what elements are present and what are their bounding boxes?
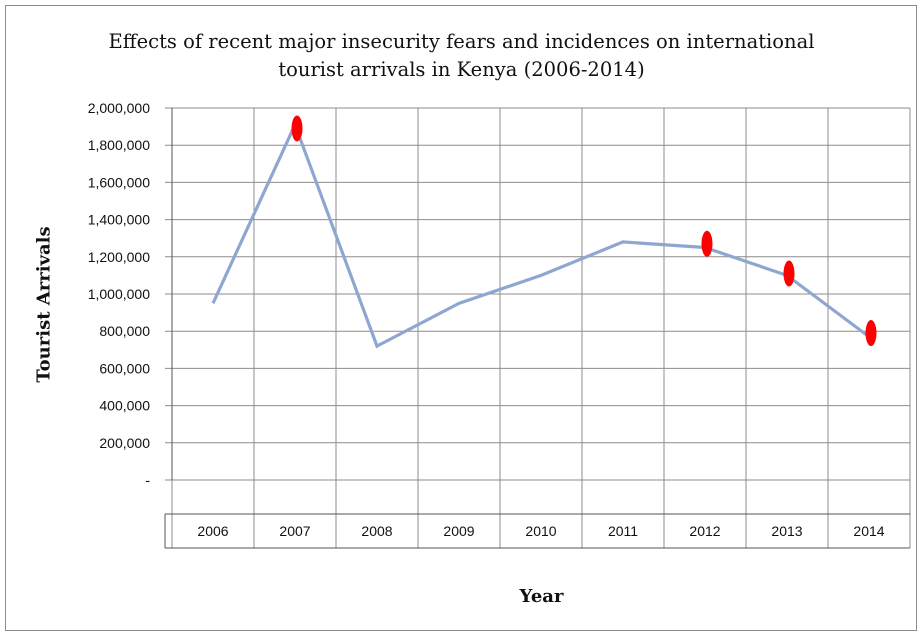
y-tick-label: 1,800,000 (88, 137, 150, 153)
chart-title: Effects of recent major insecurity fears… (0, 28, 923, 84)
y-tick-label: 1,000,000 (88, 286, 150, 302)
y-tick-label: 2,000,000 (88, 100, 150, 116)
y-tick-label: - (145, 472, 150, 488)
y-tick-label: 600,000 (99, 360, 150, 376)
x-tick-label: 2012 (689, 523, 720, 539)
y-tick-label: 200,000 (99, 435, 150, 451)
x-tick-label: 2011 (608, 523, 638, 539)
y-tick-label: 1,200,000 (88, 249, 150, 265)
series-line (211, 120, 870, 349)
x-axis-label: Year (519, 586, 564, 607)
x-tick-label: 2010 (525, 523, 556, 539)
x-tick-label: 2008 (361, 523, 392, 539)
x-tick-label: 2014 (853, 523, 884, 539)
x-tick-label: 2007 (279, 523, 310, 539)
y-tick-label: 1,400,000 (88, 212, 150, 228)
incident-marker (291, 115, 303, 142)
x-tick-label: 2009 (443, 523, 474, 539)
y-tick-label: 800,000 (99, 323, 150, 339)
y-tick-label: 1,600,000 (88, 174, 150, 190)
x-tick-label: 2006 (197, 523, 228, 539)
incident-marker (783, 260, 795, 287)
incident-marker (701, 230, 713, 257)
incident-marker (865, 320, 877, 347)
chart-title-line-2: tourist arrivals in Kenya (2006-2014) (278, 58, 645, 81)
chart-title-line-1: Effects of recent major insecurity fears… (108, 30, 815, 53)
x-tick-label: 2013 (771, 523, 802, 539)
y-tick-label: 400,000 (99, 398, 150, 414)
chart-frame (5, 5, 917, 631)
